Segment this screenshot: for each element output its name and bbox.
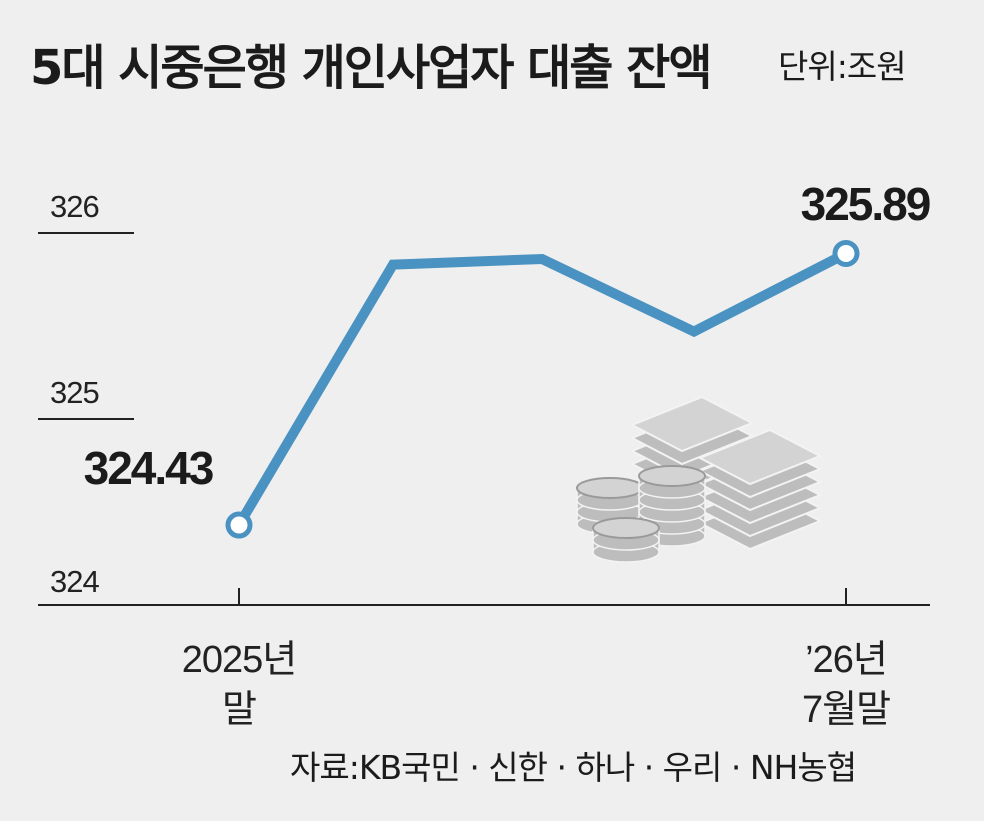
x-tick-label: 7월말: [802, 689, 890, 731]
source-note: 자료:KB국민 · 신한 · 하나 · 우리 · NH농협: [290, 748, 857, 787]
data-label: 325.89: [801, 178, 930, 230]
y-tick-label-324: 324: [50, 564, 99, 599]
coin-stack-middle: [638, 465, 706, 487]
y-tick-label-325: 325: [50, 375, 99, 410]
y-tick-label-326: 326: [50, 189, 99, 224]
coin-stack-front: [592, 517, 660, 539]
x-tick-label: 2025년: [182, 639, 297, 681]
bill-stack-front: [697, 428, 823, 486]
bill-stack-back: [629, 395, 755, 453]
x-tick-label: 말: [222, 689, 256, 731]
data-label: 324.43: [84, 442, 213, 494]
unit-label: 단위:조원: [778, 47, 907, 86]
chart-title: 5대 시중은행 개인사업자 대출 잔액: [30, 40, 712, 96]
series-line: [234, 249, 849, 528]
coin-stack-left: [576, 477, 644, 499]
x-tick-label: ’26년: [805, 639, 887, 681]
data-point-marker: [225, 511, 253, 539]
data-point-marker: [832, 239, 860, 267]
